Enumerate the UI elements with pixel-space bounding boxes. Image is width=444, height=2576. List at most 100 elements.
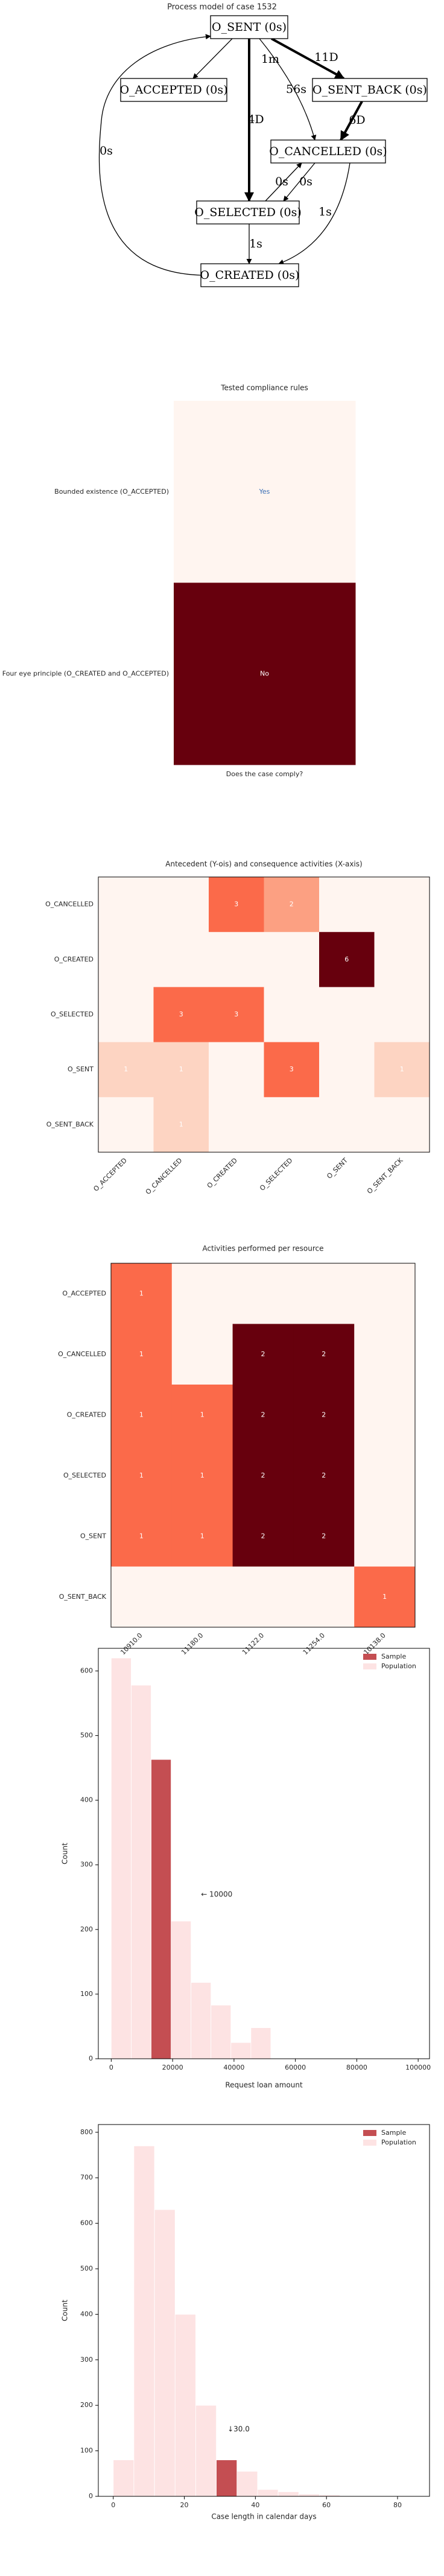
- cell-label: 2: [322, 1532, 326, 1540]
- histogram-bar: [191, 1982, 212, 2059]
- x-tick-label: O_CREATED: [206, 1156, 239, 1190]
- edge-label: 56s: [286, 83, 306, 96]
- x-tick-label: 20: [180, 2501, 189, 2509]
- legend-swatch: [363, 2140, 376, 2146]
- annotation: ↓30.0: [227, 2425, 250, 2434]
- histogram-bar: [113, 2460, 135, 2497]
- cell-label: 1: [139, 1289, 144, 1297]
- heatmap-cell: [111, 1566, 173, 1628]
- chart-title: Antecedent (Y-ois) and consequence activ…: [165, 860, 362, 869]
- x-tick-label: 80000: [346, 2064, 367, 2071]
- cell-label: 2: [261, 1411, 265, 1418]
- heatmap-cell: [209, 932, 264, 987]
- edge-label: 0s: [100, 144, 113, 158]
- node-box: [196, 200, 300, 225]
- node-box: [200, 263, 299, 287]
- heatmap-cell: [153, 877, 209, 933]
- histogram-bar: [211, 2004, 232, 2059]
- heatmap-cell: [293, 1263, 355, 1324]
- node-label: O_ACCEPTED (0s): [119, 83, 227, 97]
- histogram-bar: [236, 2471, 258, 2497]
- x-tick-label: 0: [111, 2501, 115, 2509]
- heatmap-cell: [354, 1506, 416, 1567]
- heatmap-cell: [293, 1566, 355, 1628]
- histogram-bar: [195, 2405, 217, 2497]
- y-tick-label: 500: [80, 2265, 93, 2272]
- cell-label: 3: [290, 1065, 294, 1073]
- heatmap-cell: [171, 1566, 233, 1628]
- x-tick-label: 11254.0: [302, 1631, 326, 1656]
- heatmap-cell: [171, 1506, 233, 1567]
- x-tick-label: 100000: [405, 2064, 431, 2071]
- heatmap-cell: [232, 1324, 294, 1385]
- heatmap-cell: [209, 1042, 264, 1098]
- y-tick-label: O_SELECTED: [51, 1010, 94, 1018]
- heatmap-cell: [374, 1042, 430, 1098]
- heatmap-cell: [111, 1506, 173, 1567]
- y-tick-label: O_SENT_BACK: [46, 1120, 94, 1128]
- heatmap-cell: [98, 1042, 154, 1098]
- heatmap-cell: [209, 1097, 264, 1153]
- heatmap-cell: [111, 1385, 173, 1446]
- plot-frame: [98, 1648, 430, 2059]
- cell-label: 1: [382, 1593, 387, 1601]
- y-tick-label: O_CANCELLED: [45, 901, 94, 908]
- y-tick-label: O_SENT_BACK: [59, 1593, 107, 1601]
- heatmap-cell: [232, 1385, 294, 1446]
- x-tick-label: O_SELECTED: [258, 1156, 294, 1192]
- cell-label: 3: [234, 1010, 238, 1018]
- edge: [271, 37, 345, 80]
- histogram-bar: [230, 2042, 252, 2059]
- edge: [192, 38, 233, 79]
- heatmap-cell: [264, 987, 320, 1043]
- x-axis-label: Case length in calendar days: [211, 2513, 316, 2521]
- y-axis-label: Count: [61, 2300, 69, 2321]
- heatmap-cell: [319, 877, 375, 933]
- node-box: [270, 139, 386, 164]
- node: O_CANCELLED (0s): [269, 139, 387, 164]
- annotation: ← 10000: [201, 1890, 232, 1899]
- node: O_ACCEPTED (0s): [119, 78, 228, 102]
- legend-label: Sample: [381, 2129, 406, 2137]
- heatmap-cell: [354, 1385, 416, 1446]
- heatmap-cell: [171, 1263, 233, 1324]
- edge: [340, 101, 363, 141]
- heatmap-cell: [374, 932, 430, 987]
- heatmap-cell: [111, 1263, 173, 1324]
- heatmap-cell: [293, 1385, 355, 1446]
- heatmap-cell: [171, 1324, 233, 1385]
- heatmap-cell: [98, 1097, 154, 1153]
- cell-label: 2: [322, 1411, 326, 1418]
- heatmap-cell: [354, 1566, 416, 1628]
- x-tick-label: 11180.0: [180, 1631, 205, 1656]
- histogram-bar: [298, 2493, 320, 2497]
- plot-frame: [110, 1263, 416, 1628]
- heatmap-cell: [153, 1042, 209, 1098]
- heatmap-cell: [319, 1097, 375, 1153]
- cell-label: 3: [179, 1010, 183, 1018]
- plot-frame: [98, 2124, 430, 2497]
- process-model: Process model of case 1532 O_SENT (0s) O…: [98, 3, 428, 287]
- y-tick-label: O_ACCEPTED: [62, 1289, 106, 1297]
- histogram-bar: [154, 2209, 176, 2497]
- heatmap-cell: [354, 1445, 416, 1506]
- y-tick-label: O_SELECTED: [63, 1471, 106, 1479]
- x-tick-label: 60000: [285, 2064, 306, 2071]
- heatmap-cell: [98, 932, 154, 987]
- x-tick-label: O_SENT: [325, 1156, 349, 1181]
- histogram-bar: [133, 2146, 155, 2497]
- x-tick-label: O_SENT_BACK: [366, 1156, 405, 1195]
- edge: [265, 162, 302, 202]
- heatmap-cell: [293, 1506, 355, 1567]
- cell-label: 1: [139, 1350, 144, 1358]
- heatmap-cell: [111, 1324, 173, 1385]
- heatmap-cell: [209, 987, 264, 1043]
- legend-label: Population: [381, 1662, 416, 1670]
- heatmap-cell: [98, 877, 154, 933]
- edge-label: 6D: [349, 113, 365, 127]
- histogram-bar: [174, 2314, 196, 2497]
- x-axis-label: Does the case comply?: [226, 770, 303, 778]
- histogram-bar: [110, 1657, 132, 2059]
- heatmap-cell: [354, 1324, 416, 1385]
- x-tick-label: 40: [251, 2501, 259, 2509]
